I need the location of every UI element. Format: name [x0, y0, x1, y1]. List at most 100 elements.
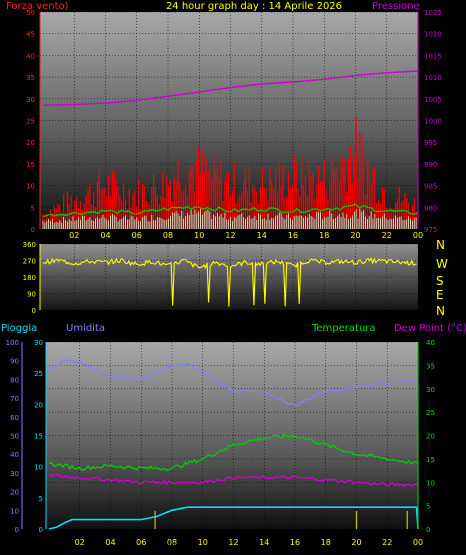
direction-tick-label: 0 [32, 307, 36, 315]
x-tick-label: 12 [225, 231, 235, 240]
temperature-tick-label: 15 [426, 456, 435, 464]
wind-tick-label: 0 [31, 226, 35, 234]
pressure-tick-label: 990 [424, 161, 437, 169]
humidity-tick-label: 10 [10, 507, 19, 515]
x-tick-label: 20 [351, 538, 361, 547]
temp-humidity-series [48, 359, 419, 530]
pressure-tick-label: 1015 [424, 52, 442, 60]
wind-tick-label: 5 [31, 204, 35, 212]
direction-axes: 0 90 180 270 360 [23, 241, 41, 315]
pressure-line [42, 70, 419, 106]
temperature-axis-label: Temperatura [311, 323, 376, 334]
pressure-tick-label: 975 [424, 226, 437, 234]
humidity-tick-label: 50 [10, 433, 19, 441]
humidity-tick-label: 20 [10, 489, 19, 497]
compass-n-bottom: N [436, 304, 445, 318]
humidity-tick-label: 90 [10, 358, 19, 366]
x-tick-label: 16 [290, 538, 300, 547]
x-tick-label: 20 [350, 231, 360, 240]
rain-tick-label: 25 [34, 370, 43, 378]
rain-tick-label: 20 [34, 401, 43, 409]
temperature-tick-label: 40 [426, 339, 435, 347]
pressure-tick-label: 1000 [424, 118, 442, 126]
wind-pressure-axes: 0510152025303540455097598098599099510001… [26, 9, 442, 240]
x-tick-label: 06 [136, 538, 146, 547]
rain-tick-label: 30 [34, 339, 43, 347]
direction-line [42, 257, 417, 307]
temperature-tick-label: 5 [426, 503, 430, 511]
x-tick-label: 02 [69, 231, 79, 240]
rain-axis-label: Pioggia [1, 323, 37, 334]
compass-w: W [436, 257, 448, 271]
x-tick-label: 18 [321, 538, 331, 547]
pressure-axis-label: Pressione [372, 1, 420, 12]
direction-tick-label: 180 [23, 274, 36, 282]
temperature-tick-label: 30 [426, 386, 435, 394]
compass-n-top: N [436, 238, 445, 252]
x-tick-label: 08 [163, 231, 173, 240]
wind-tick-label: 25 [26, 118, 35, 126]
pressure-tick-label: 1005 [424, 96, 442, 104]
wind-tick-label: 45 [26, 31, 35, 39]
wind-axis-label: Forza vento) [6, 1, 69, 12]
x-tick-label: 12 [228, 538, 238, 547]
dewpoint-axis-label: Dew Point (°C) [394, 323, 466, 334]
wind-tick-label: 20 [26, 139, 35, 147]
temperature-line [48, 433, 419, 471]
temperature-tick-label: 20 [426, 433, 435, 441]
wind-tick-label: 10 [26, 183, 35, 191]
compass-e: E [436, 288, 444, 302]
x-tick-label: 16 [288, 231, 298, 240]
x-tick-label: 10 [198, 538, 208, 547]
wind-tick-label: 15 [26, 161, 35, 169]
x-tick-label: 10 [194, 231, 204, 240]
pressure-tick-label: 1010 [424, 74, 442, 82]
x-tick-label: 14 [259, 538, 269, 547]
dewpoint-line [48, 473, 419, 487]
rain-line [48, 506, 419, 530]
direction-tick-label: 270 [23, 258, 36, 266]
humidity-tick-label: 30 [10, 470, 19, 478]
x-tick-label: 00 [413, 231, 423, 240]
temperature-tick-label: 0 [426, 526, 430, 534]
rain-tick-label: 15 [34, 433, 43, 441]
avg-wind-line [42, 203, 419, 218]
compass-s: S [436, 274, 444, 288]
direction-tick-label: 360 [23, 241, 36, 249]
wind-tick-label: 40 [26, 52, 35, 60]
x-tick-label: 22 [382, 231, 392, 240]
wind-pressure-series [42, 70, 419, 229]
direction-grid [40, 243, 419, 311]
humidity-tick-label: 60 [10, 414, 19, 422]
humidity-line [48, 359, 419, 407]
humidity-axis-label: Umidita [66, 323, 105, 334]
x-tick-label: 06 [132, 231, 142, 240]
pressure-tick-label: 980 [424, 204, 437, 212]
rain-tick-label: 10 [34, 464, 43, 472]
humidity-tick-label: 40 [10, 451, 19, 459]
sunrise-label: Sunrise [155, 541, 185, 550]
wind-tick-label: 50 [26, 9, 35, 17]
x-tick-label: 04 [100, 231, 110, 240]
rain-tick-label: 5 [39, 495, 43, 503]
wind-tick-label: 30 [26, 96, 35, 104]
x-tick-label: 22 [382, 538, 392, 547]
chart-title: 24 hour graph day : 14 Aprile 2026 [166, 1, 342, 12]
humidity-tick-label: 70 [10, 395, 19, 403]
direction-tick-label: 90 [27, 291, 36, 299]
humidity-tick-label: 80 [10, 376, 19, 384]
temperature-tick-label: 35 [426, 362, 435, 370]
pressure-tick-label: 1020 [424, 31, 442, 39]
pressure-tick-label: 1025 [424, 9, 442, 17]
x-tick-label: 08 [167, 538, 177, 547]
x-tick-label: 18 [319, 231, 329, 240]
direction-series [42, 257, 417, 307]
humidity-tick-label: 100 [6, 339, 19, 347]
x-tick-label: 04 [105, 538, 115, 547]
temperature-tick-label: 25 [426, 409, 435, 417]
humidity-tick-label: 0 [15, 526, 19, 534]
x-tick-label: 02 [75, 538, 85, 547]
temp-humidity-axes: 0510152025303540010203040506070809010005… [6, 339, 435, 547]
pressure-tick-label: 995 [424, 139, 437, 147]
